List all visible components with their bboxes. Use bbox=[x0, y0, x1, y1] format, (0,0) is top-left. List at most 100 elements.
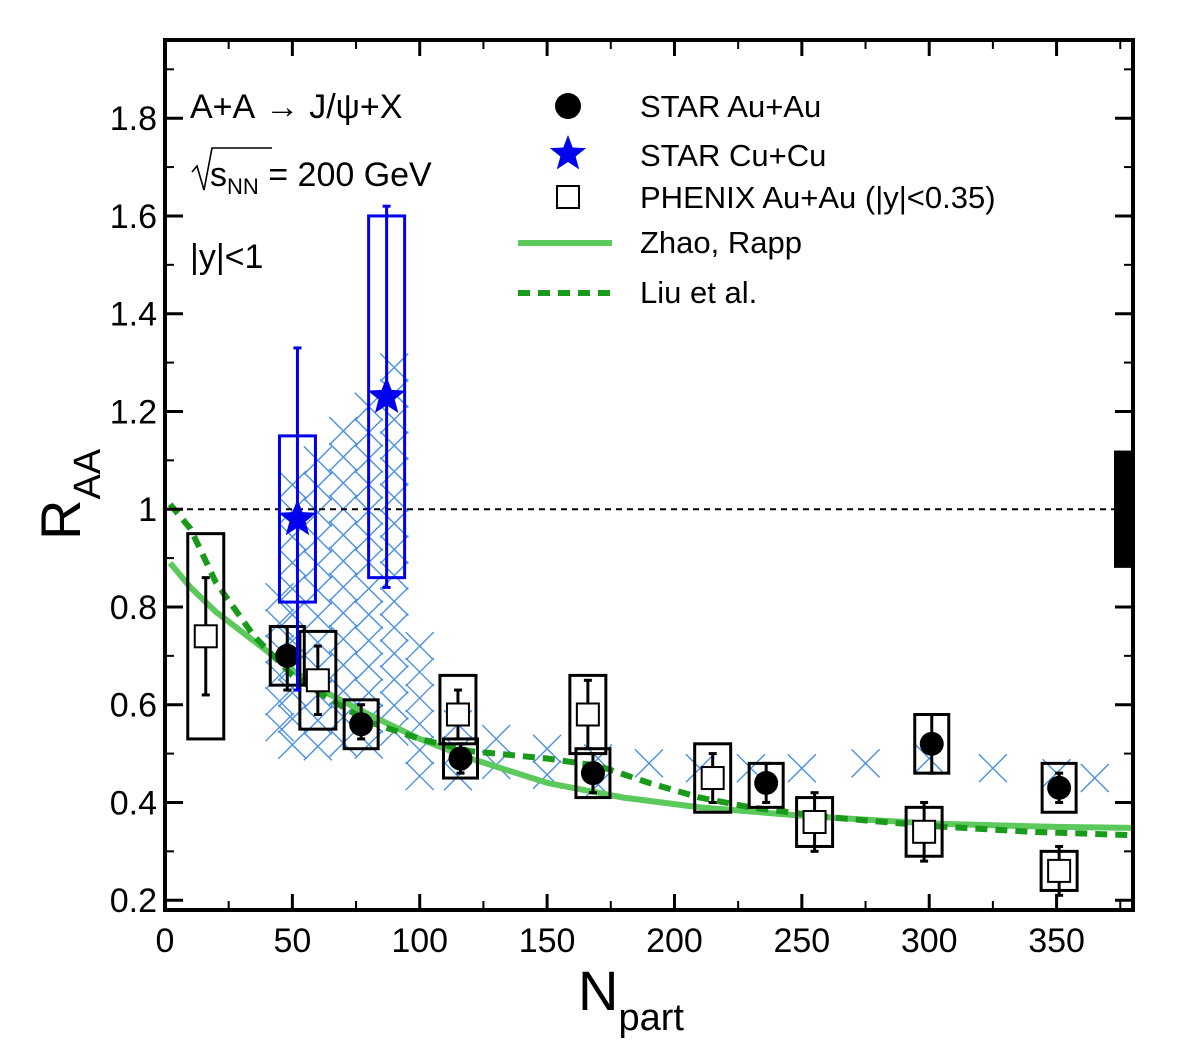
phenix-marker bbox=[1047, 858, 1072, 883]
hatch-mark bbox=[277, 704, 307, 734]
phenix-marker bbox=[912, 819, 937, 844]
y-tick-label: 1.2 bbox=[110, 393, 157, 431]
y-tick-label: 0.8 bbox=[110, 589, 157, 627]
star-auau-sys-box bbox=[342, 698, 380, 751]
axis-ticks: 0 50 100 150 200 250 300 350 0.2 0.4 0.6 0.8 1 1.2 1.4… bbox=[110, 40, 1133, 960]
systematic-boxes bbox=[186, 214, 1079, 892]
x-tick-label: 350 bbox=[1028, 922, 1085, 960]
x-tick-label: 0 bbox=[156, 922, 175, 960]
phenix-marker bbox=[802, 810, 827, 835]
data-points bbox=[193, 204, 1072, 897]
star-auau-marker bbox=[1047, 775, 1072, 800]
hatch-mark bbox=[379, 690, 409, 720]
hatch-mark bbox=[379, 586, 409, 616]
x-axis-title: Npart bbox=[578, 959, 684, 1039]
hatch-mark bbox=[354, 574, 384, 604]
phenix-marker bbox=[445, 702, 470, 727]
hatch-mark bbox=[379, 638, 409, 668]
hatch-mark bbox=[277, 730, 307, 760]
hatch-mark bbox=[328, 546, 358, 576]
hatch-mark bbox=[354, 600, 384, 630]
hatch-mark bbox=[328, 624, 358, 654]
hatch-mark bbox=[277, 574, 307, 604]
star-auau-marker bbox=[349, 712, 374, 737]
hatch-mark bbox=[328, 442, 358, 472]
energy-label: sNN = 200 GeV bbox=[210, 156, 432, 199]
hatch-mark bbox=[303, 575, 333, 605]
liu-curve bbox=[167, 502, 1133, 839]
legend-label-liu: Liu et al. bbox=[640, 275, 757, 310]
phenix-sys-box bbox=[568, 673, 608, 756]
hatch-mark bbox=[303, 497, 333, 527]
hatch-mark bbox=[736, 753, 766, 783]
hatch-mark bbox=[277, 600, 307, 630]
y-axis-title: RAA bbox=[29, 448, 109, 540]
hatch-mark bbox=[303, 627, 333, 657]
legend-label-zhao-rapp: Zhao, Rapp bbox=[640, 225, 802, 260]
legend-marker-star-cucu bbox=[549, 135, 587, 170]
hatch-mark bbox=[277, 496, 307, 526]
hatch-mark bbox=[328, 416, 358, 446]
hatch-mark bbox=[303, 445, 333, 475]
y-tick-label: 0.2 bbox=[110, 882, 157, 920]
reaction-label: A+A → J/ψ+X bbox=[190, 88, 402, 126]
star-cucu-marker bbox=[278, 499, 317, 536]
hatch-mark bbox=[851, 748, 881, 778]
phenix-marker bbox=[700, 766, 725, 791]
hatch-mark bbox=[265, 686, 295, 716]
hatch-mark bbox=[354, 678, 384, 708]
star-auau-marker bbox=[919, 731, 944, 756]
star-auau-marker bbox=[580, 761, 605, 786]
model-curves bbox=[167, 502, 1133, 839]
phenix-marker bbox=[193, 624, 218, 649]
star-auau-sys-box bbox=[1040, 761, 1078, 814]
x-tick-label: 250 bbox=[773, 922, 830, 960]
hatch-mark bbox=[532, 760, 562, 790]
hatch-mark bbox=[354, 626, 384, 656]
sqrt-sign bbox=[191, 147, 272, 191]
star-auau-marker bbox=[275, 643, 300, 668]
hatch-mark bbox=[303, 601, 333, 631]
phenix-sys-box bbox=[298, 629, 338, 731]
x-tick-label: 300 bbox=[901, 922, 958, 960]
hatch-mark bbox=[328, 650, 358, 680]
x-tick-label: 50 bbox=[273, 922, 311, 960]
hatch-mark bbox=[354, 652, 384, 682]
hatch-mark bbox=[787, 753, 817, 783]
hatch-mark bbox=[328, 520, 358, 550]
hatch-mark bbox=[634, 748, 664, 778]
x-tick-label: 100 bbox=[391, 922, 448, 960]
hatch-mark bbox=[481, 724, 511, 754]
legend-label-phenix: PHENIX Au+Au (|y|<0.35) bbox=[640, 180, 996, 215]
hatch-mark bbox=[405, 631, 435, 661]
x-tick-label: 150 bbox=[519, 922, 576, 960]
y-tick-label: 0.4 bbox=[110, 784, 157, 822]
phenix-marker bbox=[305, 668, 330, 693]
hatch-mark bbox=[1080, 763, 1110, 793]
hatch-mark bbox=[379, 664, 409, 694]
hatch-mark bbox=[303, 731, 333, 761]
hatch-mark bbox=[685, 753, 715, 783]
legend: STAR Au+Au STAR Cu+Cu PHENIX Au+Au (|y|<… bbox=[518, 89, 996, 310]
star-auau-sys-box bbox=[574, 747, 612, 800]
legend-label-star-auau: STAR Au+Au bbox=[640, 89, 821, 124]
legend-marker-phenix bbox=[556, 185, 580, 209]
hatch-mark bbox=[405, 761, 435, 791]
hatch-mark bbox=[405, 683, 435, 713]
hatched-band bbox=[265, 352, 1110, 799]
hatch-mark bbox=[303, 523, 333, 553]
hatch-mark bbox=[328, 468, 358, 498]
x-tick-label: 200 bbox=[646, 922, 703, 960]
legend-marker-star-auau bbox=[555, 93, 581, 119]
hatch-mark bbox=[978, 753, 1008, 783]
hatch-mark bbox=[532, 734, 562, 764]
legend-label-star-cucu: STAR Cu+Cu bbox=[640, 138, 826, 173]
star-auau-marker bbox=[448, 746, 473, 771]
hatch-mark bbox=[277, 548, 307, 578]
star-auau-marker bbox=[754, 770, 779, 795]
hatch-mark bbox=[379, 612, 409, 642]
phenix-marker bbox=[575, 702, 600, 727]
y-tick-label: 1.4 bbox=[110, 296, 157, 334]
hatch-mark bbox=[303, 471, 333, 501]
rapidity-label: |y|<1 bbox=[190, 238, 263, 276]
